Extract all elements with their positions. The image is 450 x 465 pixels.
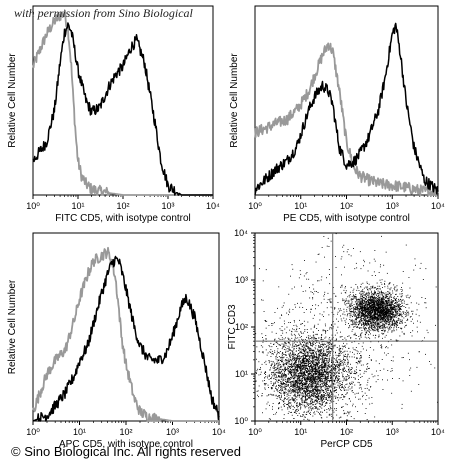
- stained-histogram-line: [254, 22, 439, 195]
- watermark-text: with permission from Sino Biological: [14, 6, 193, 20]
- y-axis-label: FITC CD3: [227, 304, 238, 349]
- y-axis-label: Relative Cell Number: [7, 53, 18, 148]
- copyright-text: © Sino Biological Inc. All rights reserv…: [11, 444, 241, 459]
- chart-panel-top-left: 10⁰ 10¹ 10² 10³ 10⁴ FITC CD5, with isotype co…: [7, 5, 220, 224]
- x-axis-label: PE CD5, with isotype control: [283, 213, 410, 224]
- x-tick-label: 10³: [161, 201, 174, 211]
- plot-frame: [32, 5, 214, 196]
- x-tick-label: 10⁰: [248, 201, 262, 211]
- x-tick-label: 10⁰: [26, 427, 40, 437]
- y-tick-label: 10⁴: [234, 228, 248, 238]
- x-tick-label: 10⁰: [26, 201, 40, 211]
- y-tick-label: 10³: [235, 275, 248, 285]
- x-tick-label: 10²: [340, 201, 353, 211]
- chart-panel-bottom-left: 10⁰ 10¹ 10² 10³ 10⁴ APC CD5, with isotype con…: [7, 232, 226, 450]
- x-tick-label: 10⁴: [431, 427, 445, 437]
- x-tick-label: 10¹: [71, 201, 84, 211]
- x-tick-label: 10¹: [73, 427, 86, 437]
- x-tick-label: 10³: [386, 427, 399, 437]
- x-tick-label: 10²: [119, 427, 132, 437]
- x-axis-label: PerCP CD5: [320, 439, 372, 450]
- x-tick-label: 10¹: [294, 201, 307, 211]
- stained-histogram-line: [32, 255, 220, 422]
- y-tick-label: 10⁰: [234, 416, 248, 426]
- x-axis-label: APC CD5, with isotype control: [59, 439, 193, 450]
- scatter-dots: [255, 233, 438, 422]
- x-tick-label: 10³: [386, 201, 399, 211]
- y-axis-label: Relative Cell Number: [229, 53, 240, 148]
- stained-histogram-line: [32, 22, 214, 196]
- x-tick-label: 10⁰: [248, 427, 262, 437]
- x-tick-label: 10⁴: [431, 201, 445, 211]
- x-tick-label: 10⁴: [206, 201, 220, 211]
- chart-panel-bottom-right: 10⁰ 10¹ 10² 10³ 10⁴ PerCP CD5 FITC CD3 10⁰ 10¹ 10…: [227, 228, 445, 450]
- y-axis-label: Relative Cell Number: [7, 279, 18, 374]
- isotype-histogram-line: [32, 10, 214, 196]
- y-tick-label: 10¹: [235, 369, 248, 379]
- x-tick-label: 10²: [340, 427, 353, 437]
- x-tick-label: 10¹: [294, 427, 307, 437]
- isotype-histogram-line: [32, 246, 220, 422]
- x-tick-label: 10⁴: [212, 427, 226, 437]
- y-tick-label: 10²: [235, 322, 248, 332]
- x-axis-label: FITC CD5, with isotype control: [55, 213, 191, 224]
- chart-panel-top-right: 10⁰ 10¹ 10² 10³ 10⁴ PE CD5, with isotype cont…: [229, 5, 445, 224]
- plot-frame: [32, 232, 220, 422]
- x-tick-label: 10²: [116, 201, 129, 211]
- isotype-histogram-line: [254, 42, 439, 196]
- x-tick-label: 10³: [166, 427, 179, 437]
